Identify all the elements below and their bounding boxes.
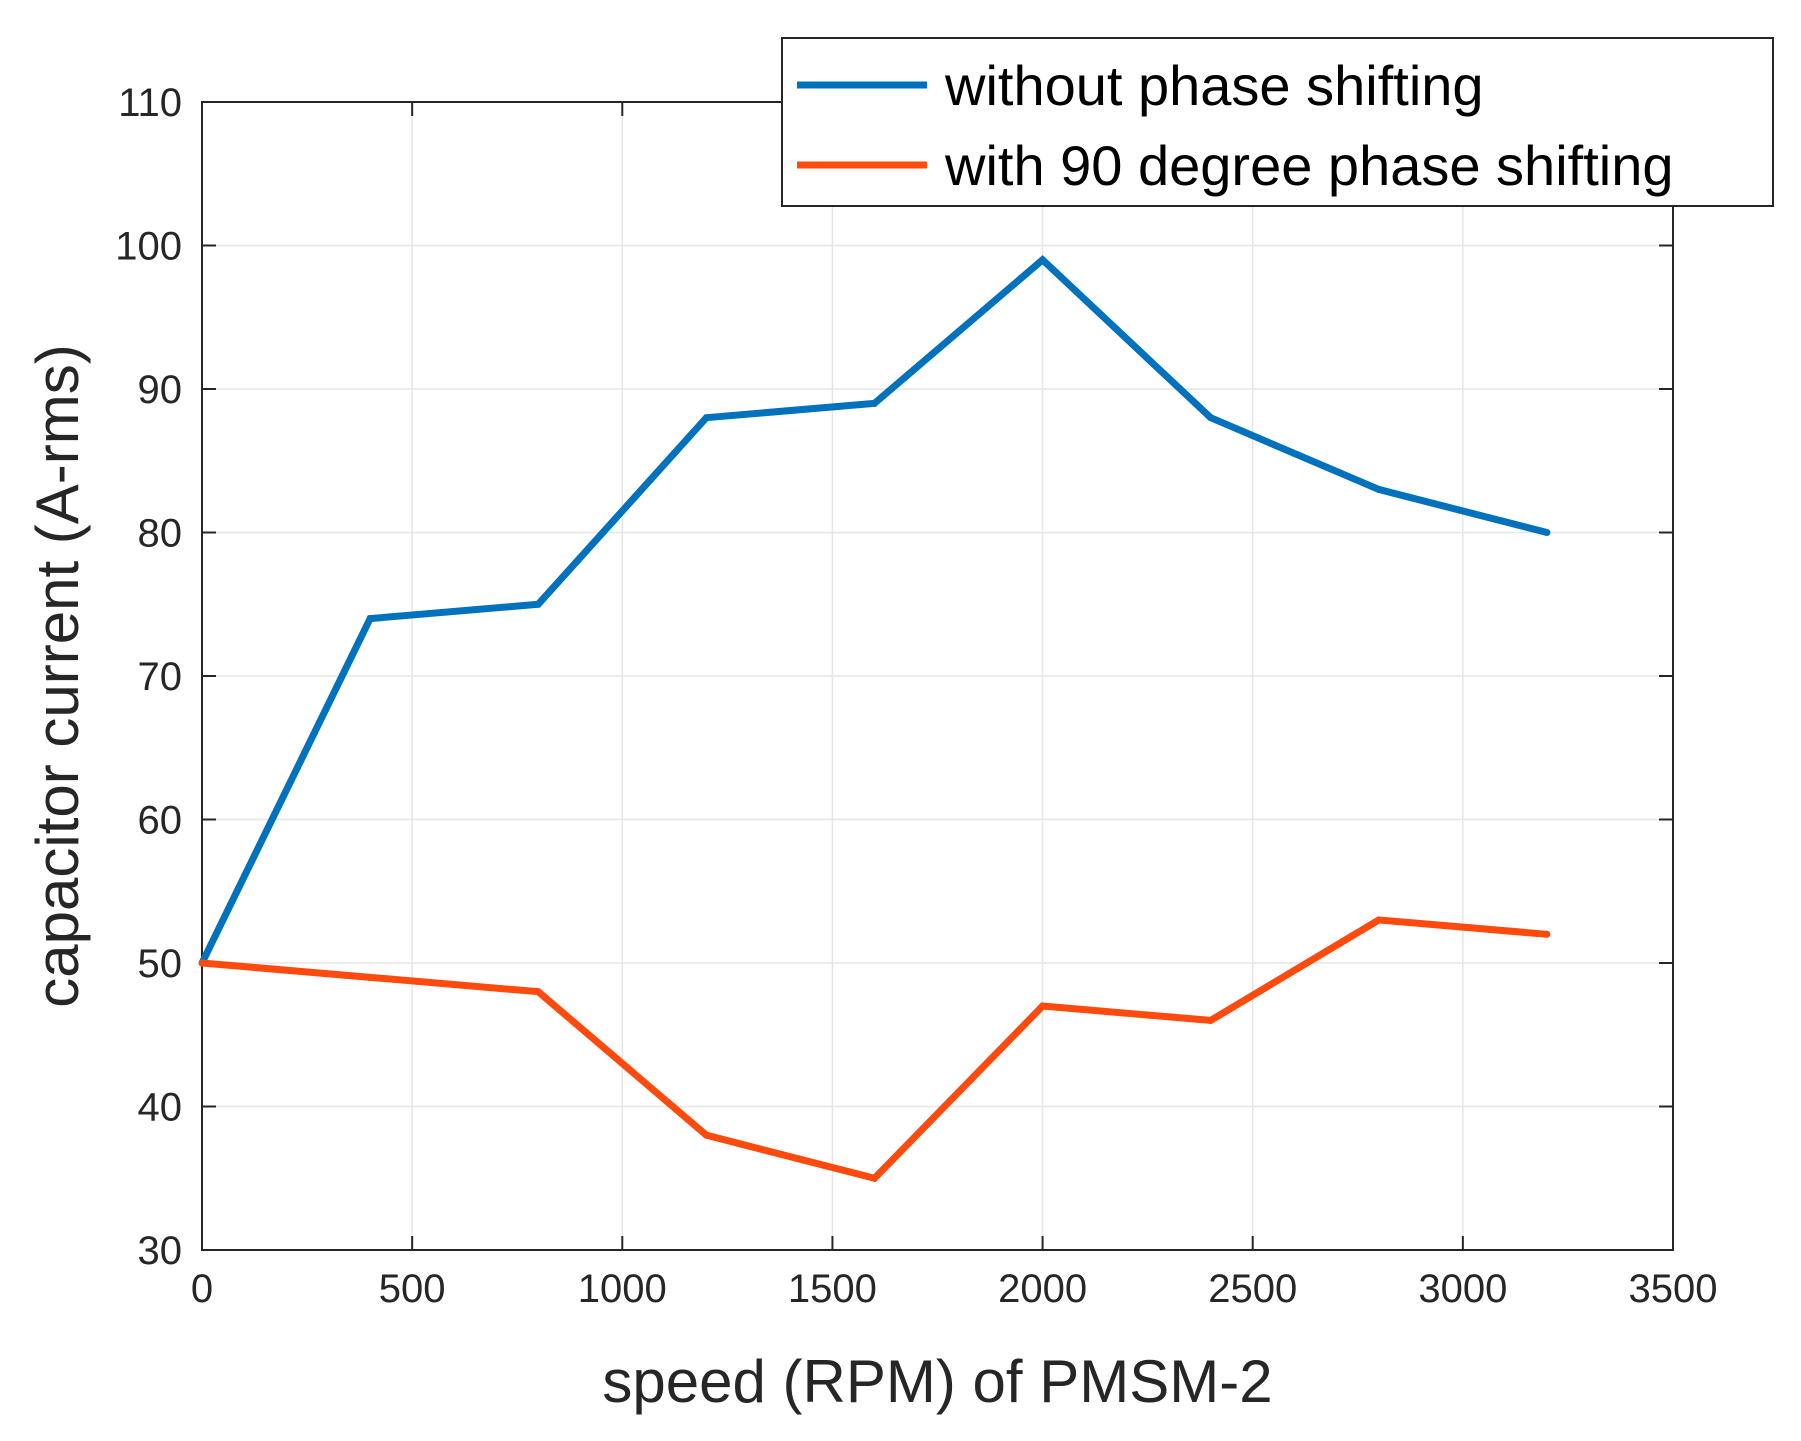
y-tick-label: 110 — [118, 81, 182, 125]
series-lines — [198, 255, 1551, 1183]
y-tick-label: 30 — [138, 1229, 183, 1273]
x-tick-label: 1500 — [788, 1267, 877, 1311]
y-tick-label: 100 — [115, 225, 182, 269]
data-point — [1375, 916, 1383, 924]
data-point — [702, 414, 710, 422]
data-point — [1207, 1016, 1215, 1024]
y-axis-title: capacitor current (A-rms) — [24, 344, 91, 1007]
axis-ticks: 0 500 1000 1500 2000 2500 3000 3500 30 40 50 60 70 80… — [115, 81, 1717, 1311]
data-point — [1039, 1002, 1047, 1010]
x-axis-title: speed (RPM) of PMSM-2 — [602, 1348, 1272, 1415]
data-point — [1375, 485, 1383, 493]
data-point — [534, 600, 542, 608]
legend-label-with-90-degree-phase-shifting: with 90 degree phase shifting — [944, 134, 1674, 197]
legend: without phase shifting with 90 degree ph… — [781, 37, 1774, 207]
y-tick-label: 70 — [138, 655, 183, 699]
x-tick-label: 3500 — [1629, 1267, 1718, 1311]
x-tick-label: 0 — [191, 1267, 213, 1311]
x-tick-label: 1000 — [578, 1267, 667, 1311]
data-point — [870, 399, 878, 407]
data-point — [1207, 414, 1215, 422]
x-tick-label: 500 — [379, 1267, 446, 1311]
data-point — [702, 1131, 710, 1139]
data-point — [198, 959, 206, 967]
data-point — [366, 615, 374, 623]
data-point — [534, 988, 542, 996]
y-tick-label: 60 — [138, 799, 183, 843]
data-point — [870, 1174, 878, 1182]
x-tick-label: 2500 — [1208, 1267, 1297, 1311]
x-tick-label: 2000 — [998, 1267, 1087, 1311]
y-tick-label: 40 — [138, 1086, 183, 1130]
data-point — [1039, 256, 1047, 264]
y-tick-label: 50 — [138, 942, 183, 986]
x-tick-label: 3000 — [1418, 1267, 1507, 1311]
legend-label-without-phase-shifting: without phase shifting — [944, 54, 1484, 117]
legend-box — [781, 37, 1774, 207]
data-point — [366, 973, 374, 981]
data-point — [1543, 930, 1551, 938]
y-tick-label: 80 — [138, 512, 183, 556]
data-point — [1543, 529, 1551, 536]
y-tick-label: 90 — [138, 368, 183, 412]
